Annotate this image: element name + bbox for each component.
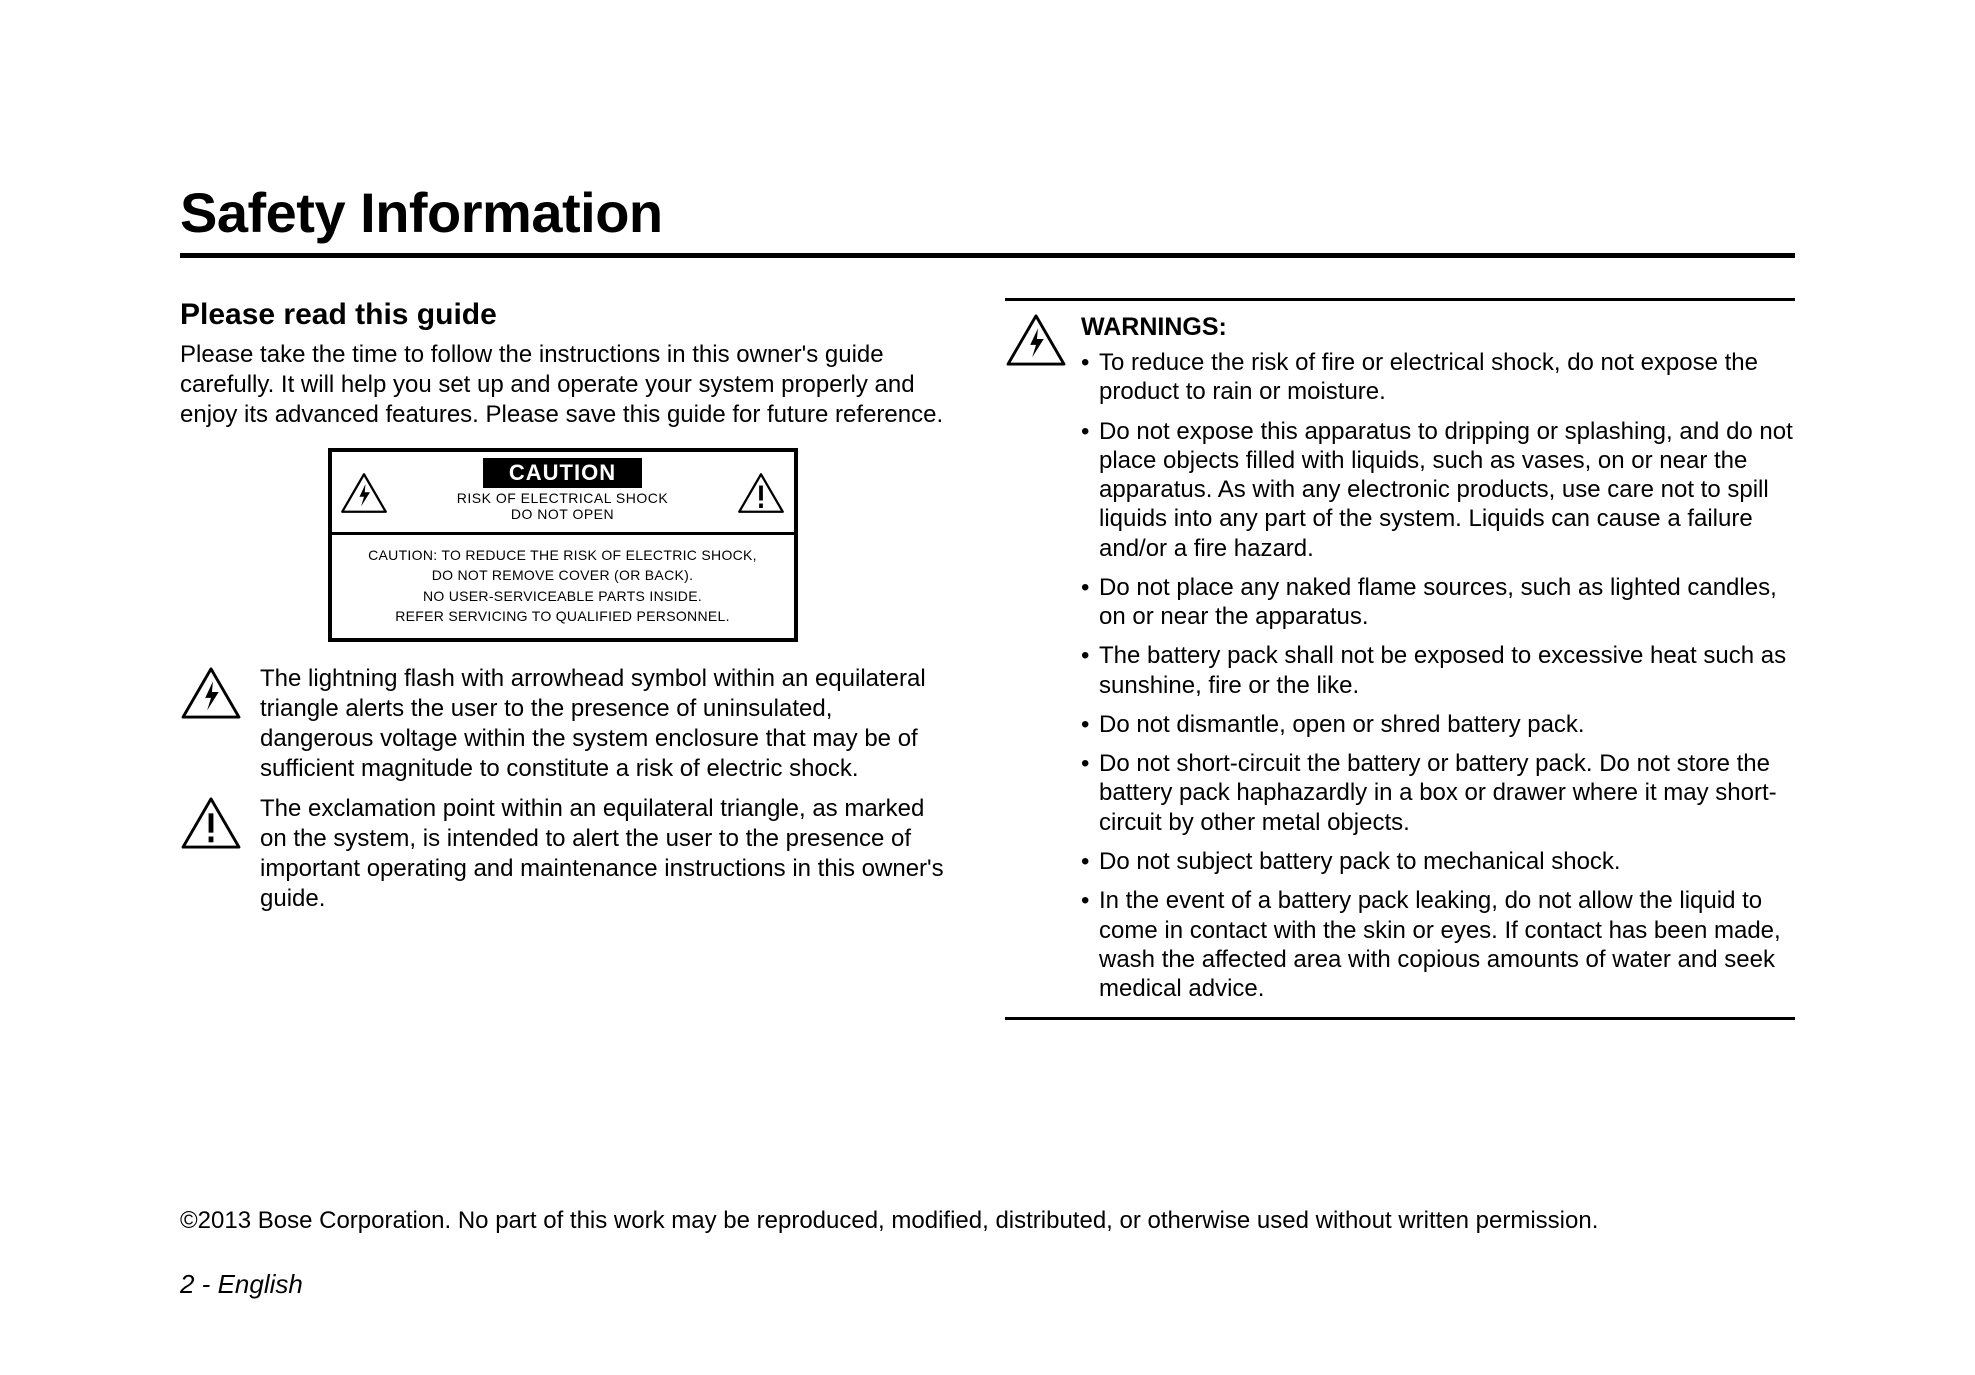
caution-line3: NO USER-SERVICEABLE PARTS INSIDE. [338,586,788,606]
explain-bolt-text: The lightning flash with arrowhead symbo… [260,664,945,784]
subhead-read-guide: Please read this guide [180,298,945,332]
caution-box-wrap: CAUTION RISK OF ELECTRICAL SHOCK DO NOT … [180,448,945,642]
bolt-icon [340,472,388,514]
bolt-icon [1005,313,1067,367]
warning-item: Do not short-circuit the battery or batt… [1081,749,1795,837]
left-column: Please read this guide Please take the t… [180,298,945,1020]
page-title: Safety Information [180,180,1795,258]
warning-item: Do not place any naked flame sources, su… [1081,573,1795,632]
exclamation-icon [737,472,785,514]
warnings-list: To reduce the risk of fire or electrical… [1081,348,1795,1003]
warnings-heading: WARNINGS: [1081,313,1795,342]
warning-item: Do not expose this apparatus to dripping… [1081,417,1795,563]
caution-bottom-text: CAUTION: TO REDUCE THE RISK OF ELECTRIC … [332,532,794,638]
bolt-icon [180,666,242,720]
explain-exclamation-row: The exclamation point within an equilate… [180,794,945,914]
page-number: 2 - English [180,1269,303,1300]
copyright-text: ©2013 Bose Corporation. No part of this … [180,1207,1598,1235]
intro-paragraph: Please take the time to follow the instr… [180,340,945,430]
warning-item: Do not subject battery pack to mechanica… [1081,847,1795,876]
caution-sub1: RISK OF ELECTRICAL SHOCK [457,490,668,506]
content-columns: Please read this guide Please take the t… [180,298,1795,1020]
warning-item: Do not dismantle, open or shred battery … [1081,710,1795,739]
exclamation-icon [180,796,242,850]
caution-line2: DO NOT REMOVE COVER (OR BACK). [338,565,788,585]
warning-item: In the event of a battery pack leaking, … [1081,886,1795,1003]
explain-bolt-row: The lightning flash with arrowhead symbo… [180,664,945,784]
caution-line1: CAUTION: TO REDUCE THE RISK OF ELECTRIC … [338,545,788,565]
warning-item: The battery pack shall not be exposed to… [1081,641,1795,700]
explain-exclamation-text: The exclamation point within an equilate… [260,794,945,914]
caution-line4: REFER SERVICING TO QUALIFIED PERSONNEL. [338,606,788,626]
caution-header: CAUTION [483,458,642,488]
caution-sub2: DO NOT OPEN [457,506,668,522]
warning-item: To reduce the risk of fire or electrical… [1081,348,1795,407]
warnings-box: WARNINGS: To reduce the risk of fire or … [1005,298,1795,1020]
right-column: WARNINGS: To reduce the risk of fire or … [1005,298,1795,1020]
caution-box: CAUTION RISK OF ELECTRICAL SHOCK DO NOT … [328,448,798,642]
